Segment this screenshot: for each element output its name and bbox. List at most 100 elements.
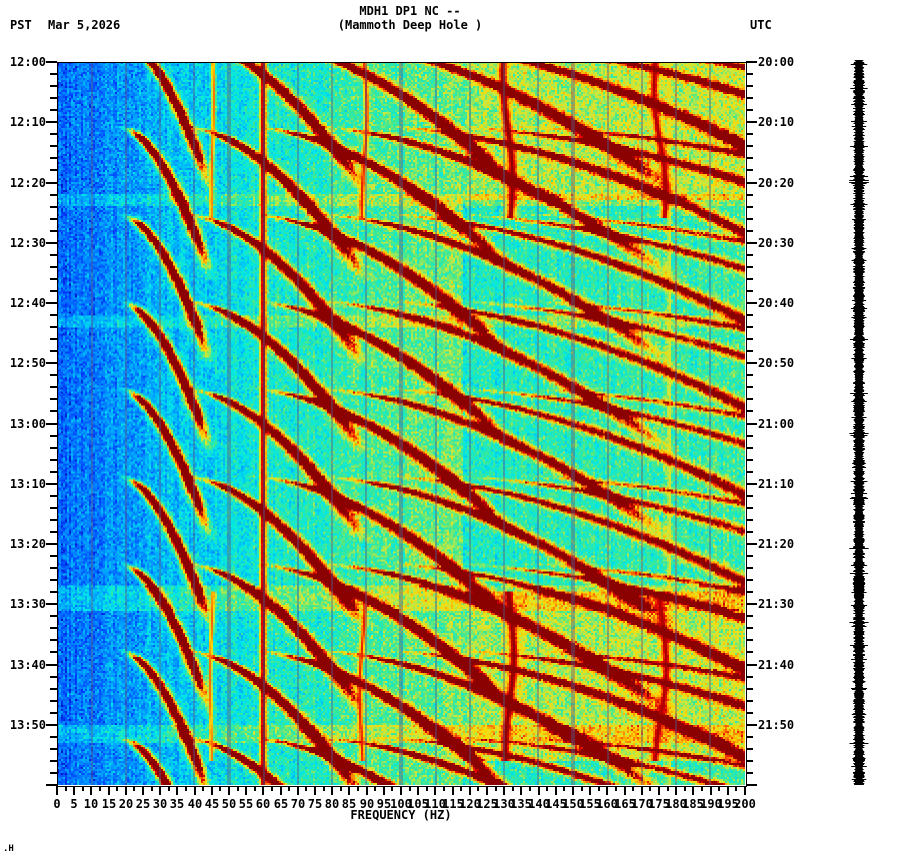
y-tick-minor-right <box>746 459 753 461</box>
y-tick-minor-right <box>746 651 753 653</box>
y-tick-minor-left <box>50 157 57 159</box>
y-tick-minor-left <box>50 194 57 196</box>
y-axis-label-pst: 13:10 <box>9 477 46 491</box>
y-axis-label-pst: 12:20 <box>9 176 46 190</box>
x-tick-minor <box>65 786 67 791</box>
x-tick-minor <box>357 786 359 791</box>
x-tick-minor <box>718 786 720 791</box>
y-tick-minor-left <box>50 579 57 581</box>
x-tick-major <box>692 786 694 795</box>
y-tick-minor-right <box>746 145 753 147</box>
y-tick-minor-right <box>746 567 753 569</box>
y-tick-major-right <box>746 182 757 184</box>
y-tick-minor-right <box>746 531 753 533</box>
x-tick-minor <box>374 786 376 791</box>
y-tick-minor-right <box>746 748 753 750</box>
x-tick-major <box>108 786 110 795</box>
x-tick-major <box>555 786 557 795</box>
y-tick-minor-left <box>50 169 57 171</box>
y-tick-minor-left <box>50 278 57 280</box>
y-tick-minor-right <box>746 350 753 352</box>
x-tick-minor <box>495 786 497 791</box>
corner-artifact: .H <box>3 844 14 854</box>
x-tick-major <box>452 786 454 795</box>
y-tick-minor-left <box>50 760 57 762</box>
y-tick-major-right <box>746 483 757 485</box>
y-tick-major-left <box>46 423 57 425</box>
y-tick-minor-left <box>50 435 57 437</box>
y-tick-major-left <box>46 182 57 184</box>
y-axis-label-pst: 12:10 <box>9 115 46 129</box>
seismogram-strip <box>848 60 870 785</box>
y-tick-minor-left <box>50 350 57 352</box>
x-tick-major <box>348 786 350 795</box>
x-tick-minor <box>271 786 273 791</box>
y-tick-minor-right <box>746 712 753 714</box>
x-tick-minor <box>598 786 600 791</box>
y-tick-minor-right <box>746 157 753 159</box>
y-axis-label-utc: 20:50 <box>758 356 795 370</box>
y-tick-minor-right <box>746 218 753 220</box>
y-tick-minor-left <box>50 374 57 376</box>
y-tick-minor-left <box>50 218 57 220</box>
x-tick-minor <box>288 786 290 791</box>
y-axis-label-pst: 12:00 <box>9 55 46 69</box>
x-tick-minor <box>649 786 651 791</box>
y-tick-minor-left <box>50 651 57 653</box>
y-tick-minor-left <box>50 145 57 147</box>
y-tick-minor-right <box>746 314 753 316</box>
y-tick-minor-left <box>50 495 57 497</box>
x-tick-minor <box>168 786 170 791</box>
y-tick-minor-right <box>746 398 753 400</box>
y-tick-minor-right <box>746 133 753 135</box>
spectrogram-plot[interactable] <box>57 62 745 785</box>
y-tick-minor-left <box>50 206 57 208</box>
y-tick-minor-left <box>50 555 57 557</box>
x-tick-major <box>400 786 402 795</box>
x-tick-major <box>73 786 75 795</box>
page-subtitle: (Mammoth Deep Hole ) <box>337 18 483 32</box>
y-tick-minor-right <box>746 676 753 678</box>
y-tick-major-right <box>746 724 757 726</box>
x-tick-minor <box>82 786 84 791</box>
y-tick-minor-left <box>50 85 57 87</box>
x-tick-minor <box>581 786 583 791</box>
y-tick-minor-left <box>50 447 57 449</box>
x-tick-major <box>744 786 746 795</box>
y-tick-minor-right <box>746 326 753 328</box>
x-tick-major <box>486 786 488 795</box>
x-tick-major <box>211 786 213 795</box>
x-tick-major <box>572 786 574 795</box>
x-tick-minor <box>391 786 393 791</box>
x-tick-major <box>314 786 316 795</box>
x-tick-minor <box>116 786 118 791</box>
y-tick-minor-right <box>746 338 753 340</box>
y-tick-major-left <box>46 603 57 605</box>
x-tick-minor <box>563 786 565 791</box>
y-tick-major-left <box>46 302 57 304</box>
x-tick-major <box>297 786 299 795</box>
x-tick-minor <box>477 786 479 791</box>
y-tick-minor-right <box>746 410 753 412</box>
y-tick-major-right <box>746 603 757 605</box>
y-tick-minor-left <box>50 410 57 412</box>
header-date: Mar 5,2026 <box>48 18 121 32</box>
y-tick-minor-left <box>50 254 57 256</box>
y-tick-minor-left <box>50 398 57 400</box>
y-tick-minor-right <box>746 772 753 774</box>
spectrogram-canvas[interactable] <box>57 62 745 785</box>
x-tick-minor <box>219 786 221 791</box>
y-tick-minor-right <box>746 579 753 581</box>
y-axis-label-pst: 12:30 <box>9 236 46 250</box>
y-tick-minor-left <box>50 97 57 99</box>
y-tick-minor-left <box>50 591 57 593</box>
x-tick-minor <box>512 786 514 791</box>
x-tick-minor <box>443 786 445 791</box>
y-axis-label-pst: 13:50 <box>9 718 46 732</box>
y-tick-minor-right <box>746 507 753 509</box>
x-tick-major <box>624 786 626 795</box>
y-tick-minor-left <box>50 748 57 750</box>
y-tick-major-left <box>46 483 57 485</box>
y-axis-label-utc: 21:40 <box>758 658 795 672</box>
header-timezone-right: UTC <box>750 18 772 32</box>
